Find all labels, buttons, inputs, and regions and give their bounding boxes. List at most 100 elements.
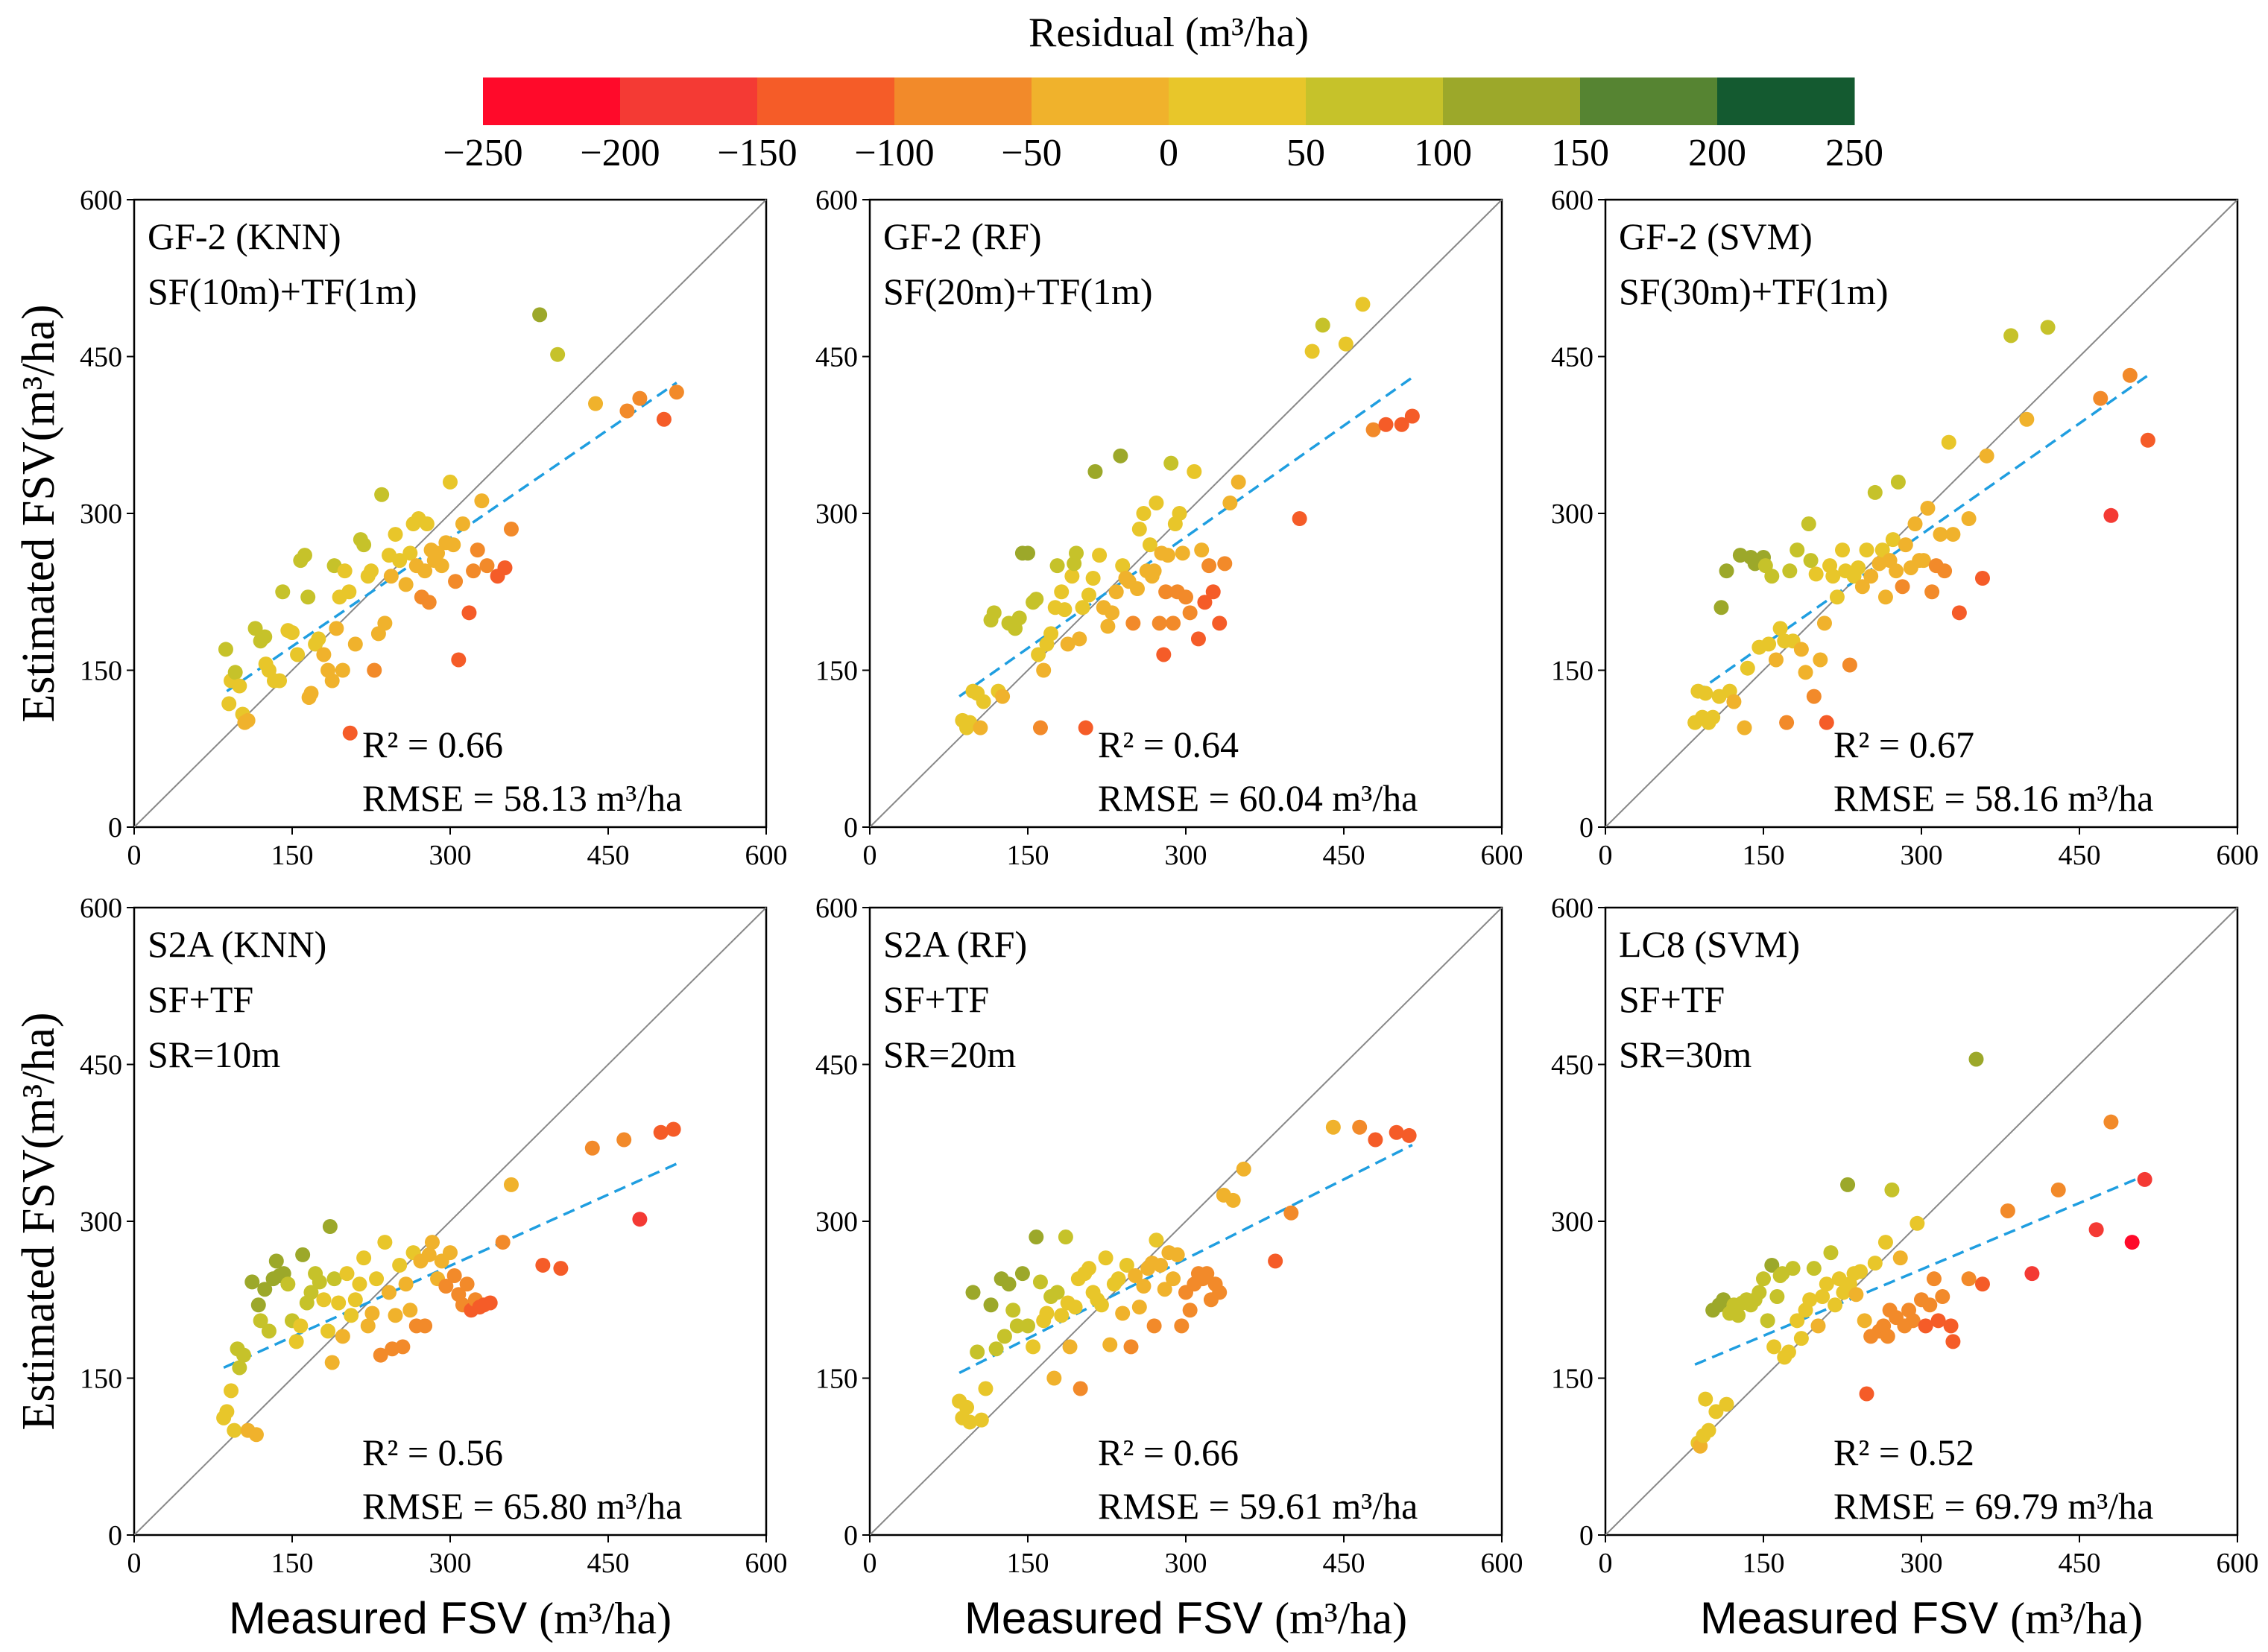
x-tick-label: 450	[1323, 840, 1365, 871]
data-point	[965, 1285, 981, 1300]
data-point	[1740, 660, 1755, 676]
data-point	[1136, 1279, 1152, 1294]
x-tick-label: 0	[1599, 840, 1613, 871]
x-axis-title-unit: (m³/ha)	[539, 1594, 672, 1643]
r2-annotation: R² = 0.66	[1098, 1431, 1239, 1473]
scatter-panel-2: 0 150 300 450 600 0 150 300 450 600 GF-2 (RF) SF(20…	[815, 185, 1523, 871]
data-point	[331, 1295, 347, 1311]
data-point	[1158, 584, 1174, 600]
x-axis-title-main: Measured FSV	[964, 1593, 1263, 1643]
data-point	[1790, 1313, 1805, 1329]
data-point	[2140, 432, 2155, 448]
data-point	[461, 605, 477, 621]
data-point	[261, 1323, 277, 1339]
data-point	[1943, 1318, 1959, 1334]
data-point	[280, 1276, 296, 1292]
y-tick-label: 450	[80, 342, 122, 373]
fit-line	[226, 382, 677, 693]
data-point	[2124, 1235, 2140, 1250]
x-tick-label: 300	[1901, 1548, 1943, 1579]
data-point	[1898, 537, 1913, 553]
rmse-annotation: RMSE = 58.13 m³/ha	[362, 777, 682, 819]
data-point	[532, 307, 548, 323]
x-tick-label: 0	[127, 1548, 142, 1579]
data-point	[1877, 1235, 1893, 1250]
x-tick-label: 150	[271, 1548, 314, 1579]
colorbar-segment	[1169, 77, 1307, 125]
data-point	[1857, 1313, 1872, 1329]
colorbar-title: Residual (m³/ha)	[1029, 10, 1309, 56]
data-point	[1859, 542, 1874, 558]
data-point	[1930, 1313, 1946, 1329]
data-point	[1698, 1391, 1713, 1407]
data-point	[421, 595, 437, 610]
data-point	[976, 694, 991, 709]
data-point	[322, 1219, 338, 1235]
data-point	[248, 1427, 264, 1443]
data-point	[1968, 1051, 1984, 1067]
data-point	[1961, 511, 1977, 527]
y-tick-label: 300	[80, 1206, 122, 1238]
data-point	[1828, 1297, 1843, 1313]
y-tick-label: 600	[1551, 185, 1593, 216]
data-point	[324, 1355, 340, 1370]
data-point	[584, 1140, 600, 1156]
x-tick-label: 150	[1743, 840, 1785, 871]
panel-label-line: GF-2 (SVM)	[1619, 215, 1813, 257]
data-point	[275, 584, 291, 600]
data-point	[1078, 720, 1093, 735]
data-point	[1823, 1245, 1839, 1261]
data-point	[1905, 1313, 1921, 1329]
data-point	[227, 1422, 242, 1438]
data-point	[352, 1276, 367, 1292]
data-point	[424, 1235, 440, 1250]
x-tick-label: 0	[1599, 1548, 1613, 1579]
data-point	[1174, 1318, 1190, 1334]
data-point	[1031, 647, 1046, 662]
data-point	[1152, 615, 1167, 631]
data-point	[2040, 320, 2056, 335]
data-point	[311, 631, 326, 647]
data-point	[996, 1329, 1012, 1344]
data-point	[466, 563, 481, 579]
data-point	[1819, 715, 1834, 730]
data-point	[1803, 553, 1819, 569]
r2-annotation: R² = 0.64	[1098, 724, 1239, 765]
data-point	[2088, 1222, 2104, 1238]
colorbar-segment	[1306, 77, 1444, 125]
data-point	[1049, 1285, 1065, 1300]
data-point	[495, 1235, 511, 1250]
data-point	[973, 720, 988, 735]
data-point	[1829, 589, 1845, 605]
y-tick-label: 0	[108, 1520, 122, 1551]
data-point	[1058, 1229, 1073, 1245]
data-point	[632, 390, 648, 406]
x-tick-label: 0	[863, 840, 877, 871]
data-point	[1283, 1205, 1299, 1221]
panel-label-line: SF(10m)+TF(1m)	[148, 270, 417, 312]
data-point	[2103, 507, 2119, 523]
data-point	[1197, 595, 1213, 610]
data-point	[1111, 1271, 1126, 1287]
colorbar-ticks: −250 −200 −150 −100 −50 0 50 100 150 200 250	[443, 132, 1883, 174]
data-point	[1292, 511, 1307, 527]
data-point	[1404, 408, 1420, 424]
x-tick-label: 450	[1323, 1548, 1365, 1579]
data-point	[316, 1292, 332, 1308]
data-point	[398, 577, 414, 592]
data-point	[1974, 1276, 1990, 1292]
data-point	[1877, 589, 1893, 605]
data-point	[382, 1285, 397, 1300]
data-point	[1941, 434, 1956, 450]
data-point	[1338, 336, 1353, 352]
data-point	[1819, 1276, 1834, 1292]
x-tick-label: 300	[1901, 840, 1943, 871]
data-point	[1062, 1339, 1078, 1355]
data-point	[1315, 317, 1330, 333]
x-tick-label: 300	[1165, 1548, 1207, 1579]
data-point	[1014, 1266, 1030, 1282]
data-point	[1057, 602, 1073, 618]
data-point	[369, 1271, 385, 1287]
scatter-panel-1: 0 150 300 450 600 0 150 300 450 600 GF-2 (KNN) SF(1…	[80, 185, 788, 871]
